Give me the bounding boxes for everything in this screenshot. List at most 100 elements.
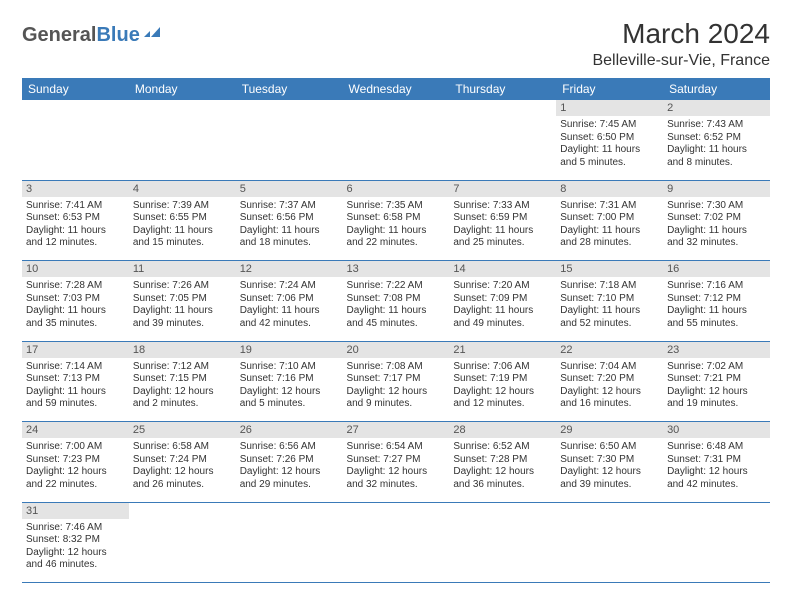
- sunset-line: Sunset: 6:56 PM: [240, 212, 339, 225]
- sunset-line: Sunset: 7:17 PM: [347, 373, 446, 386]
- sunrise-line: Sunrise: 7:26 AM: [133, 280, 232, 293]
- daylight-line: Daylight: 12 hours and 26 minutes.: [133, 466, 232, 491]
- info-row: Sunrise: 7:14 AMSunset: 7:13 PMDaylight:…: [22, 358, 770, 422]
- sunset-line: Sunset: 7:02 PM: [667, 212, 766, 225]
- day-info-cell: Sunrise: 7:45 AMSunset: 6:50 PMDaylight:…: [556, 116, 663, 180]
- day-number-cell: 24: [22, 422, 129, 439]
- sunset-line: Sunset: 7:31 PM: [667, 454, 766, 467]
- daynum-row: 31: [22, 502, 770, 519]
- day-info-cell: Sunrise: 7:39 AMSunset: 6:55 PMDaylight:…: [129, 197, 236, 261]
- day-number-cell: 19: [236, 341, 343, 358]
- daylight-line: Daylight: 12 hours and 5 minutes.: [240, 386, 339, 411]
- daylight-line: Daylight: 11 hours and 18 minutes.: [240, 225, 339, 250]
- sunset-line: Sunset: 7:15 PM: [133, 373, 232, 386]
- day-number-cell: 13: [343, 261, 450, 278]
- daylight-line: Daylight: 11 hours and 28 minutes.: [560, 225, 659, 250]
- day-number-cell: 30: [663, 422, 770, 439]
- day-info-cell: Sunrise: 7:10 AMSunset: 7:16 PMDaylight:…: [236, 358, 343, 422]
- weekday-header: Saturday: [663, 78, 770, 100]
- sunrise-line: Sunrise: 7:24 AM: [240, 280, 339, 293]
- day-info-cell: Sunrise: 7:04 AMSunset: 7:20 PMDaylight:…: [556, 358, 663, 422]
- day-info-cell: Sunrise: 7:20 AMSunset: 7:09 PMDaylight:…: [449, 277, 556, 341]
- day-number-cell: 29: [556, 422, 663, 439]
- daylight-line: Daylight: 11 hours and 32 minutes.: [667, 225, 766, 250]
- day-number-cell: 25: [129, 422, 236, 439]
- daynum-row: 24252627282930: [22, 422, 770, 439]
- daylight-line: Daylight: 12 hours and 46 minutes.: [26, 547, 125, 572]
- weekday-header: Monday: [129, 78, 236, 100]
- sunrise-line: Sunrise: 7:08 AM: [347, 361, 446, 374]
- daylight-line: Daylight: 12 hours and 19 minutes.: [667, 386, 766, 411]
- day-info-cell: Sunrise: 7:14 AMSunset: 7:13 PMDaylight:…: [22, 358, 129, 422]
- sunset-line: Sunset: 6:53 PM: [26, 212, 125, 225]
- sunrise-line: Sunrise: 7:35 AM: [347, 200, 446, 213]
- day-info-cell: Sunrise: 6:56 AMSunset: 7:26 PMDaylight:…: [236, 438, 343, 502]
- day-number-cell: 7: [449, 180, 556, 197]
- sunset-line: Sunset: 6:50 PM: [560, 132, 659, 145]
- day-number-cell: 6: [343, 180, 450, 197]
- sunset-line: Sunset: 7:12 PM: [667, 293, 766, 306]
- day-number-cell: [449, 502, 556, 519]
- day-number-cell: 27: [343, 422, 450, 439]
- sunrise-line: Sunrise: 7:43 AM: [667, 119, 766, 132]
- day-number-cell: [343, 502, 450, 519]
- day-number-cell: [343, 100, 450, 116]
- day-number-cell: 16: [663, 261, 770, 278]
- day-number-cell: [236, 100, 343, 116]
- sunset-line: Sunset: 6:59 PM: [453, 212, 552, 225]
- sunrise-line: Sunrise: 7:06 AM: [453, 361, 552, 374]
- day-number-cell: 5: [236, 180, 343, 197]
- sunset-line: Sunset: 7:20 PM: [560, 373, 659, 386]
- sunrise-line: Sunrise: 7:37 AM: [240, 200, 339, 213]
- daylight-line: Daylight: 11 hours and 35 minutes.: [26, 305, 125, 330]
- day-info-cell: [236, 116, 343, 180]
- day-number-cell: 3: [22, 180, 129, 197]
- sunset-line: Sunset: 7:24 PM: [133, 454, 232, 467]
- day-number-cell: 12: [236, 261, 343, 278]
- day-number-cell: 26: [236, 422, 343, 439]
- day-number-cell: 1: [556, 100, 663, 116]
- day-number-cell: 21: [449, 341, 556, 358]
- day-info-cell: Sunrise: 6:50 AMSunset: 7:30 PMDaylight:…: [556, 438, 663, 502]
- sunrise-line: Sunrise: 6:52 AM: [453, 441, 552, 454]
- sunset-line: Sunset: 6:58 PM: [347, 212, 446, 225]
- sunset-line: Sunset: 7:03 PM: [26, 293, 125, 306]
- day-info-cell: Sunrise: 7:46 AMSunset: 8:32 PMDaylight:…: [22, 519, 129, 583]
- day-info-cell: [663, 519, 770, 583]
- day-info-cell: Sunrise: 7:08 AMSunset: 7:17 PMDaylight:…: [343, 358, 450, 422]
- info-row: Sunrise: 7:28 AMSunset: 7:03 PMDaylight:…: [22, 277, 770, 341]
- sunrise-line: Sunrise: 6:50 AM: [560, 441, 659, 454]
- daynum-row: 12: [22, 100, 770, 116]
- day-number-cell: 9: [663, 180, 770, 197]
- day-number-cell: 8: [556, 180, 663, 197]
- day-number-cell: [129, 100, 236, 116]
- daylight-line: Daylight: 11 hours and 12 minutes.: [26, 225, 125, 250]
- flag-icon: [144, 25, 166, 42]
- day-number-cell: 18: [129, 341, 236, 358]
- sunset-line: Sunset: 6:55 PM: [133, 212, 232, 225]
- day-info-cell: [343, 116, 450, 180]
- daylight-line: Daylight: 11 hours and 59 minutes.: [26, 386, 125, 411]
- day-info-cell: Sunrise: 7:16 AMSunset: 7:12 PMDaylight:…: [663, 277, 770, 341]
- title-block: March 2024 Belleville-sur-Vie, France: [592, 18, 770, 70]
- day-info-cell: Sunrise: 7:37 AMSunset: 6:56 PMDaylight:…: [236, 197, 343, 261]
- day-number-cell: 14: [449, 261, 556, 278]
- day-info-cell: Sunrise: 6:54 AMSunset: 7:27 PMDaylight:…: [343, 438, 450, 502]
- daylight-line: Daylight: 12 hours and 2 minutes.: [133, 386, 232, 411]
- daylight-line: Daylight: 11 hours and 45 minutes.: [347, 305, 446, 330]
- daylight-line: Daylight: 11 hours and 5 minutes.: [560, 144, 659, 169]
- logo: General Blue: [22, 24, 166, 47]
- daylight-line: Daylight: 11 hours and 39 minutes.: [133, 305, 232, 330]
- sunrise-line: Sunrise: 7:10 AM: [240, 361, 339, 374]
- sunrise-line: Sunrise: 7:33 AM: [453, 200, 552, 213]
- sunset-line: Sunset: 7:30 PM: [560, 454, 659, 467]
- sunset-line: Sunset: 8:32 PM: [26, 534, 125, 547]
- sunset-line: Sunset: 7:08 PM: [347, 293, 446, 306]
- daylight-line: Daylight: 12 hours and 16 minutes.: [560, 386, 659, 411]
- day-info-cell: Sunrise: 6:52 AMSunset: 7:28 PMDaylight:…: [449, 438, 556, 502]
- daylight-line: Daylight: 12 hours and 12 minutes.: [453, 386, 552, 411]
- daylight-line: Daylight: 12 hours and 22 minutes.: [26, 466, 125, 491]
- day-number-cell: [22, 100, 129, 116]
- sunrise-line: Sunrise: 7:46 AM: [26, 522, 125, 535]
- day-info-cell: [22, 116, 129, 180]
